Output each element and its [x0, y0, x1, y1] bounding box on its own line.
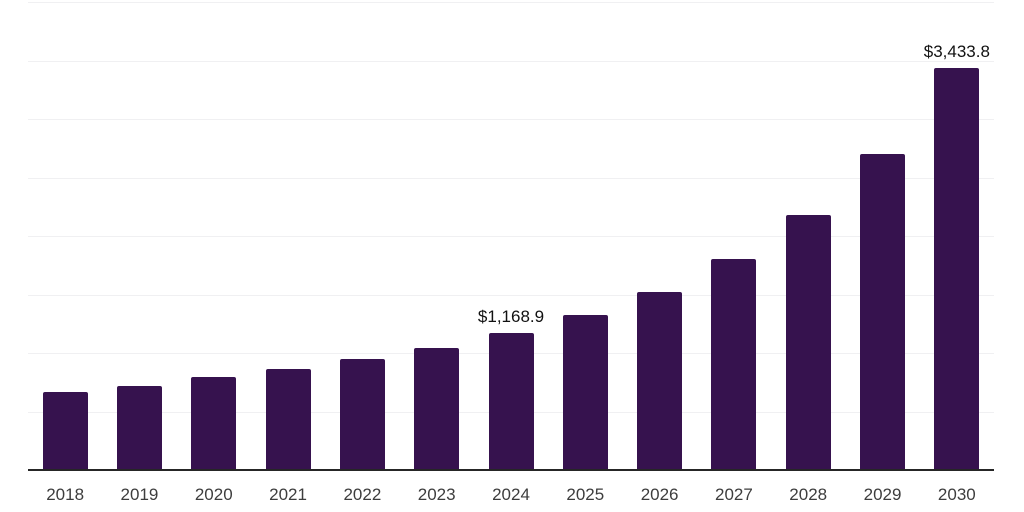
bar-2029 [860, 153, 906, 470]
bar-2025 [562, 314, 608, 470]
x-axis-line [28, 469, 994, 471]
bar-2023 [414, 347, 460, 470]
x-axis-label-2026: 2026 [640, 485, 679, 504]
x-axis-label-2027: 2027 [715, 485, 753, 504]
gridline [28, 2, 994, 3]
x-axis-label-2025: 2025 [566, 485, 605, 504]
gridline [28, 294, 994, 296]
data-label-2024: $1,168.9 [477, 307, 545, 327]
bar-2021 [265, 369, 311, 470]
x-axis-label-2021: 2021 [269, 485, 307, 504]
bar-2022 [339, 358, 385, 470]
bar-2019 [116, 385, 162, 470]
x-axis-label-2028: 2028 [789, 485, 828, 504]
x-axis-label-2018: 2018 [46, 485, 85, 504]
gridline [28, 236, 994, 237]
bar-2028 [785, 215, 831, 470]
bar-2030 [934, 68, 980, 470]
gridline [28, 177, 994, 179]
bar-2026 [637, 292, 683, 470]
gridline [28, 60, 994, 62]
bar-2020 [191, 376, 237, 470]
x-axis-label-2029: 2029 [863, 485, 902, 504]
data-label-2030: $3,433.8 [923, 42, 990, 62]
x-axis-label-2019: 2019 [120, 485, 159, 504]
bar-2024 [488, 333, 534, 470]
bar-2027 [711, 259, 757, 470]
x-axis-label-2024: 2024 [492, 485, 530, 504]
bar-2018 [42, 391, 88, 470]
x-axis-label-2030: 2030 [937, 485, 976, 504]
x-axis-label-2020: 2020 [194, 485, 233, 504]
x-axis-label-2023: 2023 [417, 485, 456, 504]
gridline [28, 119, 994, 120]
x-axis-label-2022: 2022 [343, 485, 382, 504]
